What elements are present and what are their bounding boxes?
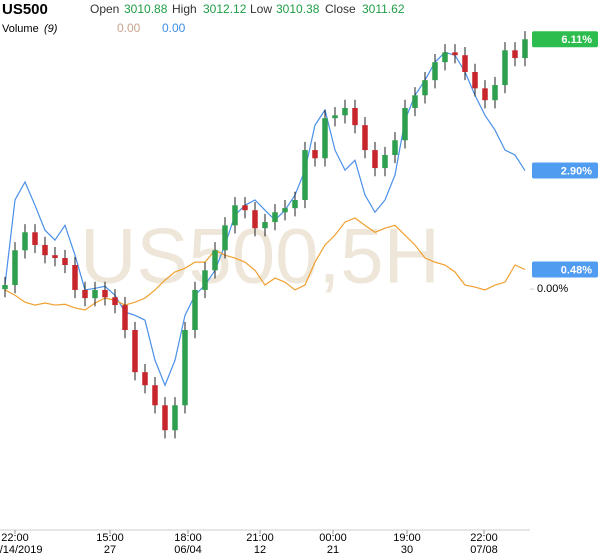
price-badge-label: 6.11% xyxy=(561,34,592,46)
candle-body xyxy=(492,85,498,101)
candle-body xyxy=(122,305,128,331)
price-badge xyxy=(532,31,598,48)
x-tick-label: 22:00 xyxy=(470,532,498,544)
x-tick-sublabel: 21 xyxy=(327,544,339,556)
candle-body xyxy=(112,297,118,306)
candle-body xyxy=(42,244,48,256)
candle-body xyxy=(162,405,168,431)
x-tick-label: 15:00 xyxy=(96,532,124,544)
quote-value: 3012.12 xyxy=(203,2,247,16)
candle-body xyxy=(482,88,488,101)
candle-body xyxy=(352,107,358,126)
candle-body xyxy=(132,330,138,373)
x-tick-sublabel: 12 xyxy=(254,544,266,556)
candle-body xyxy=(292,199,298,209)
quote-label: Close xyxy=(325,2,356,16)
volume-value: 0.00 xyxy=(162,21,186,35)
plot-area xyxy=(2,31,528,439)
candle-body xyxy=(232,205,238,226)
candle-body xyxy=(82,289,88,299)
candle-body xyxy=(472,71,478,89)
volume-label: Volume xyxy=(2,23,39,35)
quote-label: High xyxy=(172,2,197,16)
candle-body xyxy=(152,385,158,406)
volume-period: (9) xyxy=(44,23,58,35)
candle-body xyxy=(372,150,378,169)
x-tick-sublabel: 30 xyxy=(401,544,413,556)
x-tick-sublabel: 05/14/2019 xyxy=(0,544,43,556)
candle-body xyxy=(422,80,428,96)
quote-label: Low xyxy=(250,2,272,16)
candle-body xyxy=(342,107,348,116)
x-tick-label: 00:00 xyxy=(319,532,347,544)
candle-body xyxy=(282,208,288,213)
candle-body xyxy=(462,55,468,72)
candle-body xyxy=(72,265,78,290)
candle-body xyxy=(452,52,458,56)
candle-body xyxy=(12,250,18,286)
candle-body xyxy=(172,405,178,431)
x-tick-label: 21:00 xyxy=(246,532,274,544)
candle-body xyxy=(302,150,308,200)
watermark: US500,5H xyxy=(80,212,440,300)
candle-body xyxy=(202,270,208,290)
volume-value: 0.00 xyxy=(117,21,141,35)
x-tick-sublabel: 27 xyxy=(104,544,116,556)
candle-body xyxy=(52,255,58,259)
candle-body xyxy=(2,285,8,290)
candle-body xyxy=(432,62,438,81)
candle-body xyxy=(212,250,218,271)
candle-body xyxy=(522,39,528,59)
candle-body xyxy=(62,258,68,265)
x-tick-label: 19:00 xyxy=(393,532,421,544)
candle-body xyxy=(22,232,28,251)
candle-body xyxy=(442,52,448,63)
candle-body xyxy=(222,225,228,251)
candle-body xyxy=(192,289,198,331)
x-tick-label: 18:00 xyxy=(174,532,202,544)
quote-value: 3010.38 xyxy=(276,2,320,16)
candle-body xyxy=(182,330,188,406)
candle-body xyxy=(362,125,368,151)
quote-label: Open xyxy=(90,2,119,16)
price-badge-label: 0.48% xyxy=(561,264,592,276)
candle-body xyxy=(412,95,418,108)
chart-title: US500 xyxy=(2,1,48,18)
candle-body xyxy=(102,289,108,298)
candle-body xyxy=(392,140,398,155)
price-badge-label: 2.90% xyxy=(561,165,592,177)
candle-body xyxy=(382,154,388,169)
candle-body xyxy=(142,372,148,386)
candle-body xyxy=(242,205,248,211)
quote-value: 3011.62 xyxy=(362,2,405,16)
quote-value: 3010.88 xyxy=(124,2,168,16)
candle-body xyxy=(262,222,268,229)
candle-body xyxy=(272,212,278,223)
comparison-line xyxy=(4,51,526,387)
candle-body xyxy=(92,289,98,299)
candle-body xyxy=(312,150,318,159)
price-badge xyxy=(532,162,598,179)
candle-body xyxy=(252,210,258,229)
comparison-line xyxy=(4,217,526,311)
x-tick-label: 22:00 xyxy=(1,532,29,544)
candle-body xyxy=(32,232,38,245)
x-tick-sublabel: 07/08 xyxy=(470,544,498,556)
candle-body xyxy=(512,50,518,59)
candle-body xyxy=(332,115,338,119)
y-tick-label: 0.00% xyxy=(537,283,568,295)
candle-body xyxy=(322,118,328,159)
price-badge xyxy=(532,261,598,278)
x-tick-sublabel: 06/04 xyxy=(174,544,202,556)
candle-body xyxy=(502,50,508,86)
candle-body xyxy=(402,107,408,141)
